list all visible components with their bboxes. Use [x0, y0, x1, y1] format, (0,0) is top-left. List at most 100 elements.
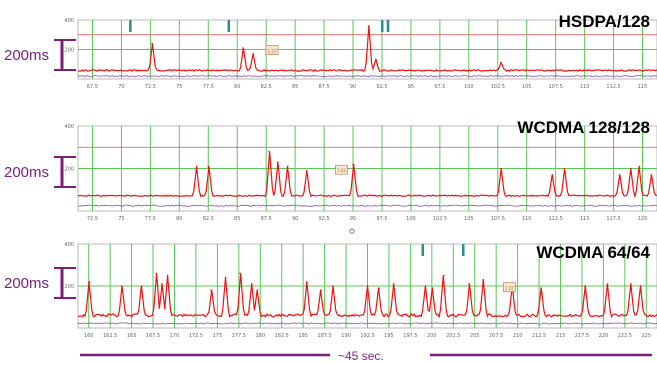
spike-point [583, 285, 586, 287]
series-secondary-line [78, 322, 657, 325]
x-tick-label: 180 [256, 333, 266, 339]
spike-point [618, 174, 621, 176]
callout-label: 1:22 [267, 49, 276, 54]
callout-label: 1:22 [337, 168, 346, 173]
spike-point [250, 283, 253, 285]
spike-point [140, 285, 143, 287]
spike-point [210, 289, 212, 292]
spike-point [499, 61, 502, 64]
x-tick-label: 102.5 [491, 84, 505, 90]
x-tick-label: 175 [213, 333, 223, 339]
x-tick-label: 77.5 [203, 84, 214, 90]
x-tick-label: 92.5 [376, 84, 387, 90]
x-tick-label: 102.5 [433, 216, 447, 222]
spike-point [482, 278, 485, 281]
x-tick-label: 82.5 [261, 84, 272, 90]
spike-point [161, 283, 163, 285]
x-tick-label: 177.5 [232, 333, 246, 339]
x-tick-label: 215 [556, 333, 566, 339]
spike-point [375, 59, 377, 61]
scale-label: 200ms [4, 275, 49, 292]
callout-label: 1:22 [505, 286, 514, 291]
x-tick-label: 90 [350, 84, 356, 90]
spike-point [120, 285, 123, 287]
x-tick-label: 75 [118, 216, 124, 222]
event-marker [421, 244, 425, 256]
spike-point [242, 47, 244, 49]
spike-point [630, 167, 632, 170]
x-tick-label: 85 [234, 216, 240, 222]
x-tick-label: 185 [298, 333, 308, 339]
y-tick-label: 200 [64, 284, 74, 290]
x-tick-label: 207.5 [489, 333, 503, 339]
spike-point [468, 283, 470, 285]
event-marker [462, 244, 465, 256]
x-tick-label: 115 [638, 84, 648, 90]
spike-point [551, 174, 554, 176]
x-tick-label: 195 [384, 333, 394, 339]
x-tick-label: 110 [522, 216, 532, 222]
x-tick-label: 85 [292, 84, 298, 90]
x-tick-label: 97.5 [376, 216, 387, 222]
x-tick-label: 172.5 [189, 333, 203, 339]
spike-point [331, 285, 334, 287]
center-dot-marker [349, 228, 355, 234]
spike-point [207, 165, 210, 168]
x-tick-label: 182.5 [275, 333, 289, 339]
x-tick-label: 67.5 [87, 84, 98, 90]
x-tick-label: 97.5 [434, 84, 445, 90]
spike-point [431, 287, 434, 289]
x-tick-label: 222.5 [618, 333, 632, 339]
spike-point [252, 53, 255, 55]
duration-label: ~45 sec. [338, 349, 384, 363]
series-secondary-line [77, 204, 657, 207]
x-tick-label: 200 [427, 333, 437, 339]
x-tick-label: 160 [84, 333, 94, 339]
y-tick-label: 400 [64, 18, 74, 24]
x-tick-label: 202.5 [446, 333, 460, 339]
series-secondary-line [77, 75, 657, 77]
x-tick-label: 80 [176, 216, 182, 222]
spike-point [305, 169, 308, 172]
x-tick-label: 100 [406, 216, 416, 222]
spike-point [563, 167, 566, 170]
spike-point [166, 274, 169, 277]
x-tick-label: 107.5 [549, 84, 563, 90]
spike-point [630, 283, 632, 285]
event-marker [386, 20, 390, 32]
x-tick-label: 95 [350, 216, 356, 222]
x-tick-label: 92.5 [319, 216, 330, 222]
spike-point [378, 287, 380, 289]
spike-point [499, 167, 502, 170]
x-tick-label: 187.5 [317, 333, 331, 339]
x-tick-label: 105 [464, 216, 474, 222]
x-tick-label: 165 [127, 333, 137, 339]
spike-point [151, 42, 153, 45]
x-tick-label: 75 [176, 84, 182, 90]
y-tick-label: 400 [64, 124, 74, 130]
panel-wcdma-128: 72.5 75 77.5 80 82.5 85 87.5 90 92.5 95 97.5 100 102… [4, 118, 657, 222]
x-tick-label: 100 [464, 84, 474, 90]
x-tick-label: 72.5 [87, 216, 98, 222]
scale-label: 200ms [4, 47, 49, 64]
x-tick-label: 210 [513, 333, 523, 339]
x-tick-label: 170 [170, 333, 180, 339]
y-tick-label: 200 [64, 48, 74, 54]
x-tick-label: 77.5 [145, 216, 156, 222]
spike-point [286, 165, 289, 168]
panel-title: WCDMA 128/128 [517, 118, 650, 137]
spike-point [606, 283, 609, 285]
spike-point [155, 272, 157, 275]
spike-point [638, 165, 641, 168]
x-tick-label: 120 [638, 216, 648, 222]
spike-point [305, 281, 308, 283]
spike-point [195, 165, 198, 168]
series-primary-line [77, 151, 657, 199]
x-tick-label: 112.5 [606, 84, 620, 90]
callout-box [265, 45, 279, 55]
x-tick-label: 80 [234, 84, 240, 90]
x-tick-label: 205 [470, 333, 480, 339]
spike-point [366, 285, 369, 287]
spike-point [424, 285, 427, 287]
